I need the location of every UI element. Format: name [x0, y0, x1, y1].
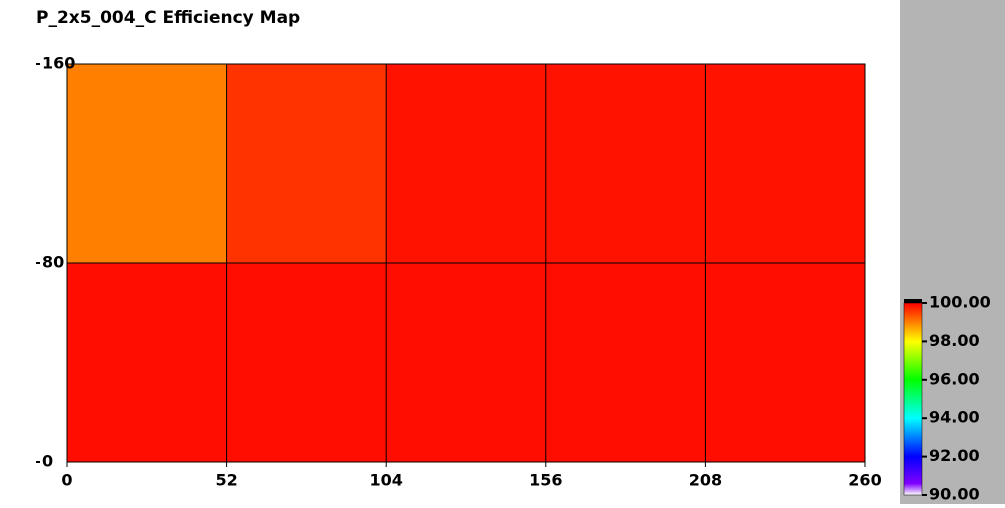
y-tick-label: 0	[42, 452, 53, 471]
x-tick-label: 260	[848, 471, 881, 490]
x-tick-label: 0	[61, 471, 72, 490]
heatmap-cell	[226, 263, 387, 462]
x-tick-label: 104	[369, 471, 402, 490]
heatmap-cell	[226, 64, 387, 263]
colorbar-tick-label: 96.00	[929, 369, 980, 388]
plot-border	[66, 63, 866, 463]
colorbar-tick-label: 94.00	[929, 408, 980, 427]
x-tick-label: 52	[215, 471, 237, 490]
colorbar-cap	[904, 299, 922, 303]
y-tick-label: 80	[42, 253, 64, 272]
colorbar-tick-label: 100.00	[929, 293, 991, 312]
heatmap-cell	[705, 263, 865, 462]
x-tick-label: 208	[689, 471, 722, 490]
heatmap-cell	[545, 263, 706, 462]
heatmap-cell	[67, 64, 227, 263]
y-tick-label: 160	[42, 54, 75, 73]
x-tick-label: 156	[529, 471, 562, 490]
chart-title: P_2x5_004_C Efficiency Map	[36, 8, 300, 28]
colorbar-tick-label: 92.00	[929, 446, 980, 465]
colorbar	[903, 302, 923, 496]
heatmap-cell	[545, 64, 706, 263]
heatmap-cell	[705, 64, 865, 263]
heatmap-cell	[386, 64, 546, 263]
colorbar-tick-label: 90.00	[929, 485, 980, 504]
heatmap-cell	[386, 263, 546, 462]
colorbar-tick-label: 98.00	[929, 331, 980, 350]
heatmap-cell	[67, 263, 227, 462]
